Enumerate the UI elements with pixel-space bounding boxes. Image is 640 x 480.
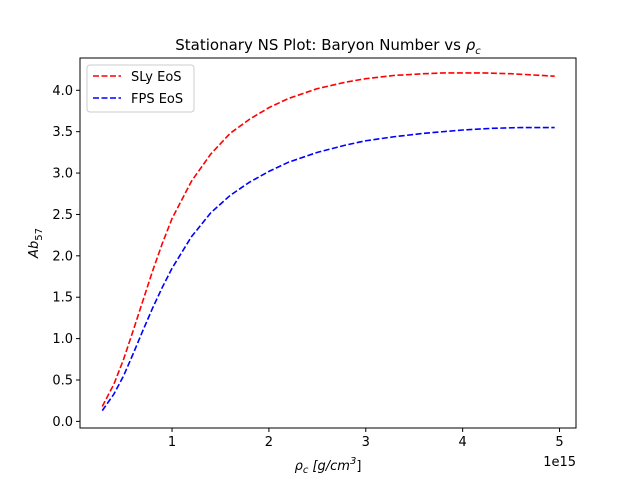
x-tick-label: 3	[362, 435, 370, 450]
x-axis-label-symbol: ρ	[295, 459, 304, 474]
chart-title-main: Stationary NS Plot: Baryon Number vs	[175, 36, 465, 54]
x-tick-label: 2	[265, 435, 273, 450]
chart-title: Stationary NS Plot: Baryon Number vs ρc	[175, 36, 481, 57]
axes-frame	[79, 57, 577, 429]
y-tick-label: 2.0	[52, 249, 73, 264]
y-axis-label-main: Ab	[27, 241, 42, 259]
y-tick-label: 0.0	[52, 415, 73, 430]
x-tick-label: 5	[555, 435, 563, 450]
x-axis-label-unit-close: ]	[356, 459, 361, 474]
legend: SLy EoS FPS EoS	[86, 64, 195, 113]
y-tick-label: 3.0	[52, 167, 73, 182]
series-line-sly-eos	[101, 72, 555, 407]
series-line-fps-eos	[101, 126, 555, 412]
y-axis-label-subscript: 57	[34, 228, 45, 241]
y-tick-label: 1.5	[52, 291, 73, 306]
y-tick-label: 4.0	[52, 84, 73, 99]
x-axis-label-unit-superscript: 3	[350, 456, 356, 467]
plot-area	[101, 72, 555, 412]
x-axis-label-subscript: c	[303, 465, 309, 476]
y-tick-label: 2.5	[52, 208, 73, 223]
x-tick-label: 4	[459, 435, 467, 450]
x-offset-label: 1e15	[543, 455, 576, 470]
y-tick-label: 0.5	[52, 373, 73, 388]
x-axis-ticks: 1 2 3 4 5	[168, 428, 564, 450]
x-axis-label: ρc [g/cm3]	[295, 456, 362, 476]
chart-title-symbol: ρ	[466, 36, 476, 54]
x-axis-label-unit: [g/cm	[308, 459, 350, 474]
y-axis-label: Ab57	[27, 228, 45, 259]
legend-label: FPS EoS	[131, 92, 183, 107]
x-tick-label: 1	[168, 435, 176, 450]
chart-title-subscript: c	[475, 46, 481, 57]
legend-label: SLy EoS	[131, 70, 182, 85]
y-tick-label: 1.0	[52, 332, 73, 347]
y-axis-ticks: 0.0 0.5 1.0 1.5 2.0 2.5 3.0 3.5 4.0	[52, 84, 80, 430]
y-tick-label: 3.5	[52, 125, 73, 140]
